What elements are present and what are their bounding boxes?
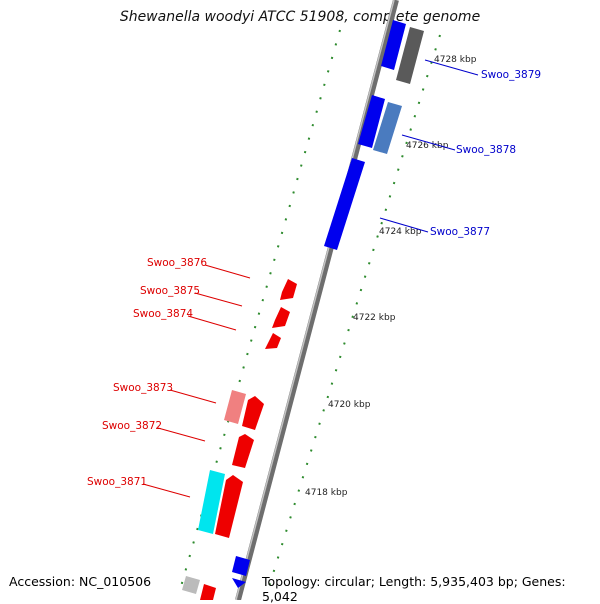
gene-small-gray — [182, 576, 200, 594]
tick-label: 4724 kbp — [379, 227, 422, 237]
gene-label-reverse[interactable]: Swoo_3876 — [147, 257, 207, 269]
gene-swoo-3873-b — [242, 396, 264, 430]
genome-backbone — [235, 0, 399, 600]
gene-swoo-3874 — [265, 333, 281, 349]
tick-label: 4718 kbp — [305, 488, 348, 498]
tick-labels: 4728 kbp 4726 kbp 4724 kbp 4722 kbp 4720… — [305, 55, 477, 498]
gene-label-reverse[interactable]: Swoo_3875 — [140, 285, 200, 297]
tick-label: 4722 kbp — [353, 313, 396, 323]
gene-label-forward[interactable]: Swoo_3879 — [481, 69, 541, 81]
gene-swoo-3872 — [232, 434, 254, 468]
tick-label: 4720 kbp — [328, 400, 371, 410]
gene-swoo-3873-a — [224, 390, 246, 424]
gene-small-reverse — [200, 584, 216, 600]
gene-small-forward-a — [232, 556, 250, 576]
gene-swoo-3878-b — [373, 102, 402, 154]
tick-label: 4726 kbp — [406, 141, 449, 151]
gene-swoo-3871-b — [215, 475, 243, 538]
label-leaders — [142, 59, 479, 498]
accession-text: Accession: NC_010506 — [9, 574, 152, 589]
gene-label-reverse[interactable]: Swoo_3871 — [87, 476, 147, 488]
gene-swoo-3876 — [280, 279, 297, 300]
gene-swoo-3879-b — [396, 27, 424, 84]
gene-labels: Swoo_3879 Swoo_3878 Swoo_3877 Swoo_3876 … — [87, 69, 541, 488]
gene-label-reverse[interactable]: Swoo_3873 — [113, 382, 173, 394]
genome-backbone-highlight — [235, 0, 395, 600]
tick-label: 4728 kbp — [434, 55, 477, 65]
gene-label-forward[interactable]: Swoo_3877 — [430, 226, 490, 238]
gene-swoo-3879-a — [381, 20, 406, 70]
gene-label-reverse[interactable]: Swoo_3874 — [133, 308, 193, 320]
reverse-genes — [182, 279, 297, 600]
gene-swoo-3878-a — [358, 95, 385, 148]
gene-swoo-3875 — [272, 307, 290, 328]
gene-swoo-3871-a — [198, 470, 225, 534]
gene-label-forward[interactable]: Swoo_3878 — [456, 144, 516, 156]
gene-label-reverse[interactable]: Swoo_3872 — [102, 420, 162, 432]
gene-swoo-3877 — [324, 158, 365, 250]
gene-small-forward-b — [232, 578, 246, 588]
forward-genes — [232, 20, 424, 588]
